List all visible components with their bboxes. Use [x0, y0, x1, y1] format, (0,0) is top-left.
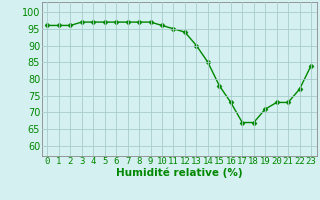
- X-axis label: Humidité relative (%): Humidité relative (%): [116, 168, 243, 178]
